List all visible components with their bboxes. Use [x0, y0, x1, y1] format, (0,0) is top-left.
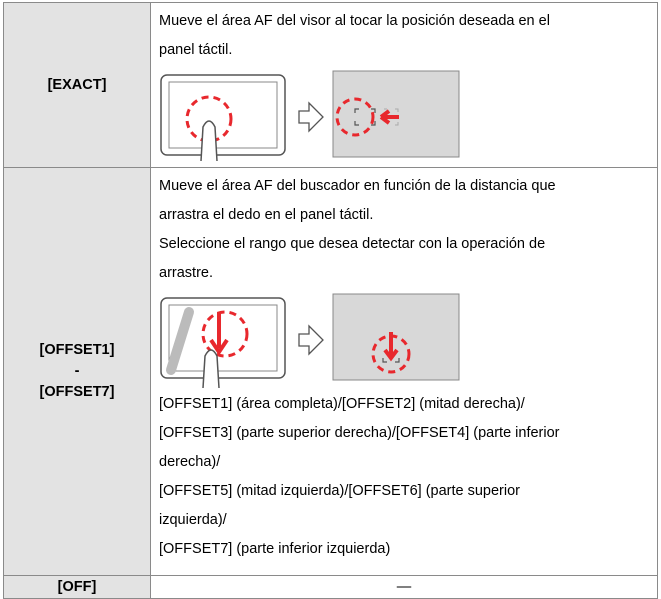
label: [OFFSET1] — [39, 342, 115, 358]
settings-table: [EXACT] Mueve el área AF del visor al to… — [3, 2, 658, 599]
text: arrastra el dedo en el panel táctil. — [159, 207, 374, 223]
label: [EXACT] — [47, 77, 107, 93]
desc-cell: Mueve el área AF del buscador en función… — [150, 167, 658, 576]
exact-illustration — [160, 70, 460, 161]
text: Mueve el área AF del visor al tocar la p… — [159, 13, 550, 29]
text: Seleccione el rango que desea detectar c… — [159, 236, 546, 252]
text: — — [396, 579, 412, 595]
text: [OFFSET5] (mitad izquierda)/[OFFSET6] (p… — [159, 483, 520, 499]
text: panel táctil. — [159, 42, 233, 58]
label-cell: [EXACT] — [3, 2, 151, 168]
text: arrastre. — [159, 265, 213, 281]
label-cell: [OFFSET1] - [OFFSET7] — [3, 167, 151, 576]
label: [OFF] — [57, 579, 97, 595]
text: [OFFSET3] (parte superior derecha)/[OFFS… — [159, 425, 560, 441]
desc-cell: — — [150, 575, 658, 599]
offset-illustration — [160, 293, 460, 388]
text: Mueve el área AF del buscador en función… — [159, 178, 556, 194]
desc-cell: Mueve el área AF del visor al tocar la p… — [150, 2, 658, 168]
label: [OFFSET7] — [39, 384, 115, 400]
label-cell: [OFF] — [3, 575, 151, 599]
text: izquierda)/ — [159, 512, 227, 528]
text: derecha)/ — [159, 454, 221, 470]
text: [OFFSET7] (parte inferior izquierda) — [159, 541, 391, 557]
text: [OFFSET1] (área completa)/[OFFSET2] (mit… — [159, 396, 525, 412]
label: - — [74, 363, 80, 379]
